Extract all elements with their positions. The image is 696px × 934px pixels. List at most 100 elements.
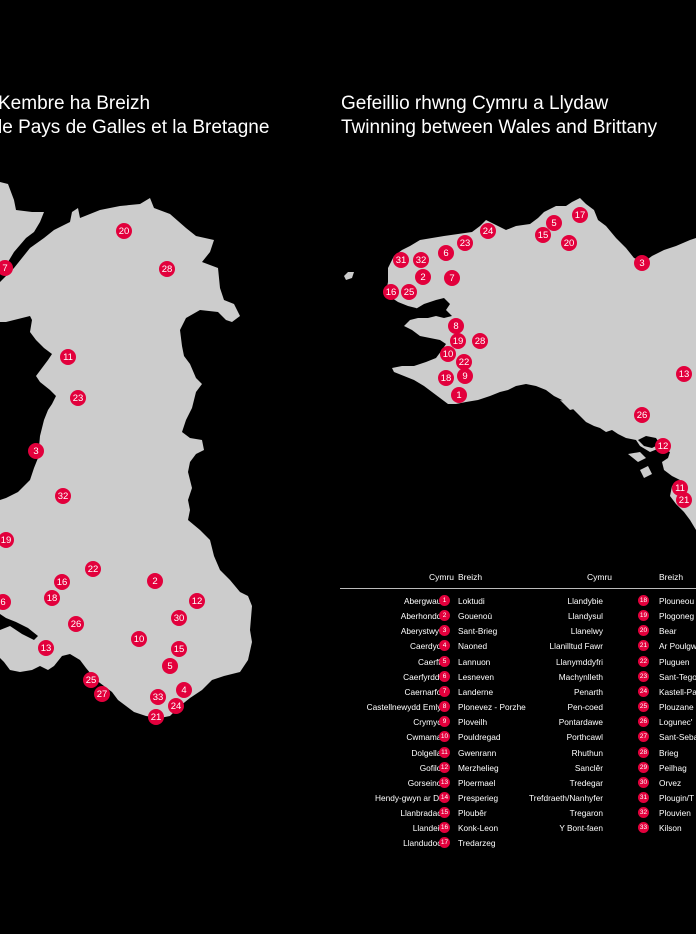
legend-row: Dolgellau 11 Gwenrann <box>340 746 516 763</box>
title-right-line2: Twinning between Wales and Brittany <box>341 117 658 138</box>
map-marker: 16 <box>383 284 399 300</box>
marker-circle <box>415 269 431 285</box>
map-marker: 12 <box>655 438 671 454</box>
map-marker: 2 <box>147 573 163 589</box>
map-marker: 2 <box>415 269 431 285</box>
marker-circle <box>168 698 184 714</box>
welsh-town: Abergwaun <box>404 596 446 606</box>
breton-town: Pluguen <box>659 656 690 667</box>
breton-town: Plouzane <box>659 702 694 713</box>
breton-town: Lannuon <box>458 656 491 667</box>
map-marker: 16 <box>54 574 70 590</box>
map-marker: 17 <box>572 207 588 223</box>
pair-number-badge: 26 <box>638 716 649 728</box>
title-right-line1: Gefeillio rhwng Cymru a Llydaw <box>341 93 609 114</box>
marker-circle <box>676 366 692 382</box>
marker-number: 19 <box>1 535 12 546</box>
marker-number: 28 <box>475 336 486 347</box>
map-marker: 23 <box>70 390 86 406</box>
marker-number: 7 <box>449 273 454 284</box>
header-breizh: Breizh <box>659 572 684 582</box>
legend-row: Llanilltud Fawr 21 Ar Poulgw <box>516 640 696 656</box>
welsh-town: Aberhonddu <box>400 611 446 622</box>
marker-circle <box>83 672 99 688</box>
welsh-town: Y Bont-faen <box>559 823 603 834</box>
pair-number-badge: 16 <box>439 822 450 834</box>
marker-number: 2 <box>420 272 425 283</box>
legend-row: Gorseinon 13 Ploermael <box>340 776 516 793</box>
marker-number: 11 <box>63 352 73 363</box>
marker-number: 13 <box>679 369 690 380</box>
map-marker: 10 <box>131 631 147 647</box>
welsh-town: Gorseinon <box>407 777 446 788</box>
pair-number-badge: 31 <box>638 791 649 803</box>
breton-town: Kilson <box>659 823 682 834</box>
map-marker: 20 <box>116 223 132 239</box>
map-marker: 9 <box>457 368 473 384</box>
map-marker: 3 <box>28 443 44 459</box>
breton-town: Plonevez - Porzhe <box>458 702 526 713</box>
marker-number: 26 <box>71 619 82 630</box>
marker-circle <box>393 252 409 268</box>
marker-number: 11 <box>675 483 685 494</box>
marker-number: 3 <box>33 446 38 457</box>
map-marker: 32 <box>55 488 71 504</box>
legend-row: Cwmaman 10 Pouldregad <box>340 731 516 747</box>
breton-town: Ar Poulgw <box>659 641 696 652</box>
legend-row: Pen-coed 25 Plouzane <box>516 701 696 717</box>
welsh-town: Gofilon <box>419 762 446 773</box>
title-left-line1: Kembre ha Breizh <box>0 93 151 114</box>
marker-circle <box>480 223 496 239</box>
welsh-town: Castellnewydd Emlyn <box>366 702 446 713</box>
map-marker: 3 <box>634 255 650 271</box>
marker-number: 16 <box>386 287 397 298</box>
marker-circle <box>546 215 562 231</box>
wales-map: 7 20 28 11 23 3 32 19 22 16 2 18 6 12 30 26 10 13 155 25 4 27… <box>0 182 252 725</box>
legend-row: Caerdydd 4 Naoned <box>340 640 516 656</box>
legend-row: Y Bont-faen 33 Kilson <box>516 822 696 838</box>
welsh-town: Machynlleth <box>558 671 603 682</box>
pair-number-badge: 1 <box>439 595 450 606</box>
welsh-town: Crymych <box>413 717 446 728</box>
welsh-town: Llandysul <box>567 611 603 622</box>
welsh-town: Llandeilo <box>412 823 446 834</box>
marker-circle <box>413 252 429 268</box>
marker-number: 10 <box>134 634 145 645</box>
pair-number-badge: 18 <box>638 595 649 606</box>
breton-town: Naoned <box>458 641 488 652</box>
marker-circle <box>440 346 456 362</box>
welsh-town: Caerdydd <box>410 641 446 652</box>
rade-de-brest <box>414 298 452 318</box>
marker-circle <box>456 354 472 370</box>
marker-number: 26 <box>637 410 648 421</box>
marker-circle <box>634 255 650 271</box>
marker-number: 8 <box>453 321 458 332</box>
title-right: Gefeillio rhwng Cymru a Llydaw Twinning … <box>341 92 657 140</box>
pair-number-badge: 33 <box>638 822 649 834</box>
legend-row: Sanclêr 29 Peilhag <box>516 761 696 778</box>
breton-town: Kastell-Pa <box>659 686 696 697</box>
marker-circle <box>0 532 14 548</box>
legend-row: Caerffili 5 Lannuon <box>340 655 516 672</box>
breton-town: Tredarzeg <box>458 838 496 849</box>
breton-town: Plougin/T <box>659 792 695 803</box>
welsh-town: Llanbradach <box>400 808 446 819</box>
breton-town: Loktudi <box>458 596 485 606</box>
map-marker: 33 <box>150 689 166 705</box>
marker-number: 32 <box>416 255 427 266</box>
pair-number-badge: 3 <box>439 625 450 637</box>
pair-number-badge: 29 <box>638 761 649 773</box>
welsh-town: Pen-coed <box>567 702 603 713</box>
marker-circle <box>116 223 132 239</box>
marker-number: 13 <box>41 643 52 654</box>
map-marker: 8 <box>448 318 464 334</box>
legend-row: Abergwaun 1 Loktudi <box>340 595 516 611</box>
breton-town: Sant-Tego <box>659 671 696 682</box>
pair-number-badge: 8 <box>439 701 450 713</box>
welsh-town: Aberystwyth <box>400 626 446 637</box>
legend-row: Tredegar 30 Orvez <box>516 776 696 793</box>
marker-number: 25 <box>404 287 415 298</box>
marker-number: 1 <box>456 390 461 401</box>
breton-town: Ploermael <box>458 777 496 788</box>
